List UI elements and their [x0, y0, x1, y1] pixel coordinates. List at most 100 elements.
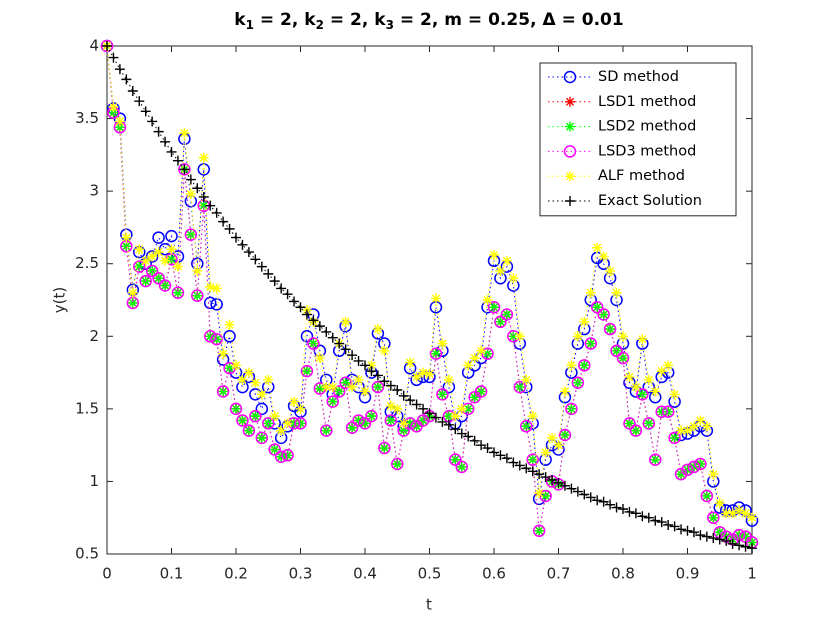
marker [721, 508, 732, 519]
marker [276, 425, 287, 436]
marker [669, 389, 680, 400]
marker [365, 409, 378, 423]
marker [605, 265, 616, 276]
marker [430, 293, 441, 304]
marker [592, 242, 603, 253]
marker [411, 399, 422, 410]
marker [411, 371, 422, 382]
marker [456, 403, 467, 414]
marker [205, 331, 216, 342]
marker [521, 421, 532, 432]
marker [102, 41, 112, 51]
marker [360, 386, 370, 397]
marker [494, 315, 507, 329]
marker [345, 421, 359, 434]
marker [249, 409, 262, 423]
marker [121, 241, 132, 252]
marker [437, 416, 448, 427]
marker [321, 425, 332, 436]
marker [314, 383, 325, 394]
marker [495, 265, 506, 276]
marker [701, 421, 712, 432]
marker [740, 508, 751, 519]
marker [352, 414, 365, 427]
marker [747, 512, 757, 523]
marker [655, 405, 668, 419]
marker [590, 301, 604, 314]
marker [630, 382, 641, 393]
x-tick-label: 1 [747, 565, 757, 583]
marker [289, 296, 300, 307]
marker [256, 432, 267, 443]
marker [152, 231, 165, 244]
marker [708, 533, 719, 544]
marker [256, 389, 267, 400]
marker [688, 421, 699, 432]
marker [133, 260, 146, 273]
marker [618, 331, 628, 342]
y-tick-label: 3.5 [75, 109, 99, 127]
marker [489, 302, 499, 313]
marker [636, 388, 649, 401]
marker [598, 309, 609, 320]
marker [520, 420, 533, 433]
marker [597, 308, 610, 321]
marker [430, 348, 441, 359]
series [102, 41, 757, 554]
marker [694, 457, 707, 471]
marker [372, 324, 383, 335]
marker [534, 488, 545, 499]
marker [437, 389, 448, 400]
marker [153, 247, 164, 258]
y-axis-label: y(t) [51, 287, 69, 313]
marker [643, 374, 654, 385]
marker [282, 418, 293, 429]
marker [747, 543, 757, 554]
marker [637, 511, 648, 522]
marker [740, 541, 751, 552]
marker [682, 425, 693, 436]
marker [734, 505, 745, 516]
marker [192, 265, 203, 276]
marker [256, 261, 267, 272]
marker [184, 228, 198, 241]
marker [185, 189, 196, 200]
marker [637, 334, 648, 345]
marker [526, 453, 539, 466]
marker [203, 330, 217, 343]
x-tick-label: 0.5 [418, 565, 442, 583]
marker [172, 155, 183, 166]
marker [418, 403, 429, 414]
marker [243, 425, 254, 436]
marker [469, 392, 480, 403]
legend-marker [563, 70, 577, 84]
marker [308, 315, 319, 326]
marker [437, 338, 448, 349]
marker [218, 348, 229, 359]
marker [661, 405, 675, 419]
marker [443, 419, 454, 430]
legend-box [539, 62, 737, 217]
marker [334, 338, 345, 349]
marker [152, 271, 165, 285]
marker [643, 512, 654, 523]
marker [643, 418, 654, 429]
marker [547, 432, 558, 443]
marker [192, 290, 203, 301]
marker [231, 360, 241, 371]
marker [611, 502, 622, 513]
marker [340, 344, 351, 355]
y-tick-label: 3 [89, 182, 99, 200]
marker [463, 431, 474, 442]
marker [463, 403, 474, 414]
marker [489, 250, 499, 261]
marker [598, 251, 609, 262]
marker [216, 385, 230, 398]
marker [553, 477, 564, 488]
marker [166, 244, 177, 255]
marker [540, 472, 551, 483]
marker [340, 377, 351, 388]
marker [700, 489, 714, 503]
marker [223, 330, 236, 343]
marker [178, 163, 191, 176]
